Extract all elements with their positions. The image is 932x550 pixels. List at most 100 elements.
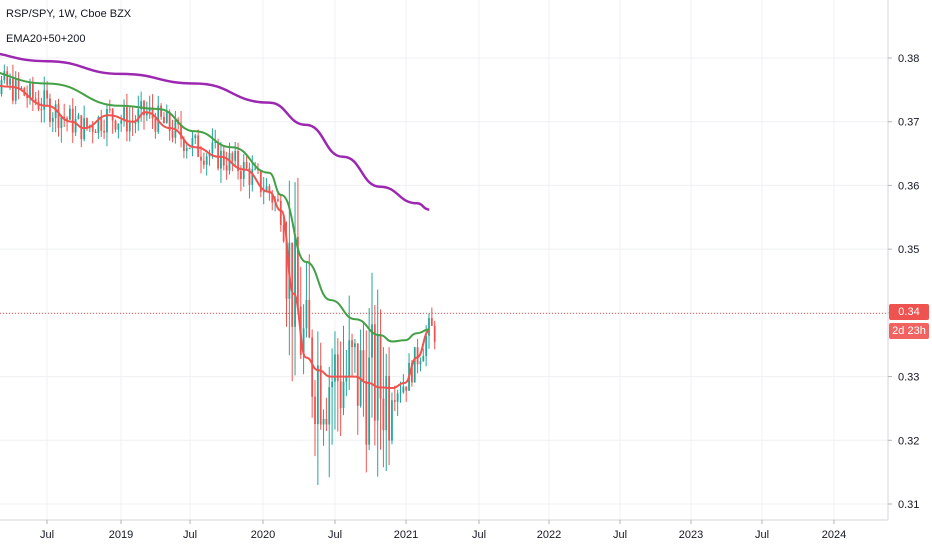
candle-body <box>94 131 97 133</box>
candle-body <box>328 387 331 425</box>
candle-body <box>382 398 385 431</box>
x-tick-label: 2021 <box>394 529 418 541</box>
candle-body <box>430 318 433 326</box>
ema200-line <box>0 52 430 211</box>
candle-body <box>51 118 54 122</box>
x-tick-label: 2022 <box>537 529 561 541</box>
x-tick-label: Jul <box>613 529 627 541</box>
candle-body <box>40 109 43 111</box>
candle-body <box>373 324 376 421</box>
candle-body <box>168 112 171 131</box>
candle-body <box>77 115 80 119</box>
candle-body <box>225 165 228 171</box>
candle-body <box>368 357 371 445</box>
candle-body <box>302 328 305 355</box>
candle-body <box>197 135 200 157</box>
candle-body <box>282 224 285 242</box>
candle-body <box>339 381 342 409</box>
candle-body <box>393 400 396 402</box>
candle-body <box>385 376 388 431</box>
candle-body <box>268 186 271 194</box>
candle-body <box>220 150 222 169</box>
candle-body <box>297 236 299 307</box>
candle-body <box>371 324 373 358</box>
candle-body <box>74 118 77 133</box>
candle-body <box>29 83 31 99</box>
candle-body <box>311 337 314 397</box>
candle-body <box>163 116 165 124</box>
candle-body <box>200 156 202 161</box>
candle-body <box>396 393 399 402</box>
indicator-label[interactable]: EMA20+50+200 <box>6 33 86 45</box>
candle-body <box>413 347 416 383</box>
candle-body <box>49 98 51 122</box>
candle-body <box>314 396 316 425</box>
candle-body <box>416 347 419 365</box>
candle-body <box>151 107 154 119</box>
candle-body <box>251 169 254 185</box>
candle-body <box>154 118 157 132</box>
candle-body <box>285 241 288 299</box>
candle-body <box>234 151 237 161</box>
ema-lines <box>0 52 430 389</box>
candle-body <box>405 386 408 391</box>
candle-body <box>248 168 251 185</box>
candle-body <box>160 105 162 117</box>
candle-body <box>171 130 174 138</box>
candle-body <box>31 83 34 99</box>
ema50-line <box>0 72 430 343</box>
candle-body <box>140 101 143 110</box>
candle-body <box>54 104 57 119</box>
candle-body <box>308 299 311 338</box>
candle-body <box>265 186 268 192</box>
candle-body <box>9 78 11 85</box>
candle-body <box>123 107 125 121</box>
candle-body <box>294 236 296 327</box>
candle-body <box>202 160 205 165</box>
candle-body <box>145 111 148 116</box>
x-tick-label: 2020 <box>251 529 275 541</box>
y-tick-label: 0.36 <box>898 180 919 192</box>
candle-body <box>12 78 14 101</box>
symbol-title[interactable]: RSP/SPY, 1W, Cboe BZX <box>6 8 132 20</box>
candle-body <box>103 130 105 133</box>
y-tick-label: 0.37 <box>898 117 919 129</box>
candles <box>0 64 436 485</box>
candle-body <box>211 142 214 154</box>
candle-body <box>60 116 63 128</box>
candle-body <box>433 325 436 342</box>
candle-body <box>245 161 248 169</box>
candle-body <box>319 365 322 425</box>
x-tick-label: Jul <box>183 529 197 541</box>
candle-body <box>97 116 100 133</box>
candle-body <box>69 108 71 120</box>
y-tick-label: 0.38 <box>898 53 919 65</box>
candle-body <box>262 191 265 193</box>
candle-body <box>71 108 74 133</box>
candle-body <box>322 418 325 425</box>
candle-body <box>379 334 382 399</box>
x-tick-label: Jul <box>472 529 486 541</box>
x-tick-label: 2019 <box>109 529 133 541</box>
candle-body <box>277 199 279 201</box>
candle-body <box>342 381 345 409</box>
last-price-tag: 0.34 <box>889 304 929 320</box>
x-tick-label: 2024 <box>822 529 846 541</box>
candle-body <box>428 318 430 336</box>
candle-body <box>194 135 197 139</box>
candle-body <box>351 340 353 348</box>
candle-body <box>425 335 428 356</box>
chart-grid <box>0 0 888 520</box>
candle-body <box>240 171 242 179</box>
candle-body <box>20 88 23 90</box>
candle-body <box>6 71 9 85</box>
candle-body <box>157 105 160 132</box>
candle-body <box>17 78 20 89</box>
x-tick-label: Jul <box>755 529 769 541</box>
candle-body <box>108 109 111 111</box>
candle-body <box>106 109 108 133</box>
candle-body <box>57 104 60 128</box>
candle-body <box>422 355 425 362</box>
candle-body <box>165 112 168 124</box>
